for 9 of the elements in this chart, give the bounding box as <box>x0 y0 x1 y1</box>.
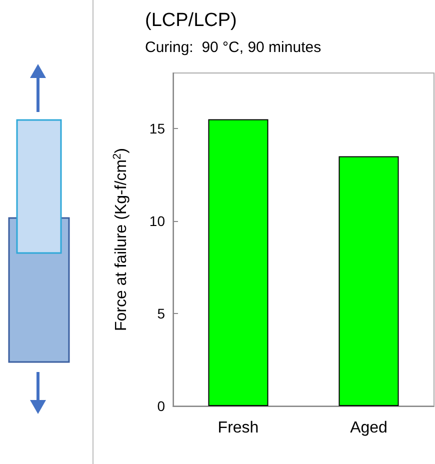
x-tick-label: Fresh <box>218 420 259 436</box>
x-tick-label: Aged <box>350 420 388 436</box>
y-tick-label: 15 <box>149 120 166 136</box>
chart-subtitle: Curing: 90 °C, 90 minutes <box>145 39 322 56</box>
y-tick-label: 10 <box>149 213 166 229</box>
y-tick-label: 5 <box>157 306 166 322</box>
chart-title: (LCP/LCP) <box>145 10 237 31</box>
y-tick-label: 0 <box>157 398 166 414</box>
y-axis-title: Force at failure (Kg-f/cm2) <box>112 148 130 332</box>
